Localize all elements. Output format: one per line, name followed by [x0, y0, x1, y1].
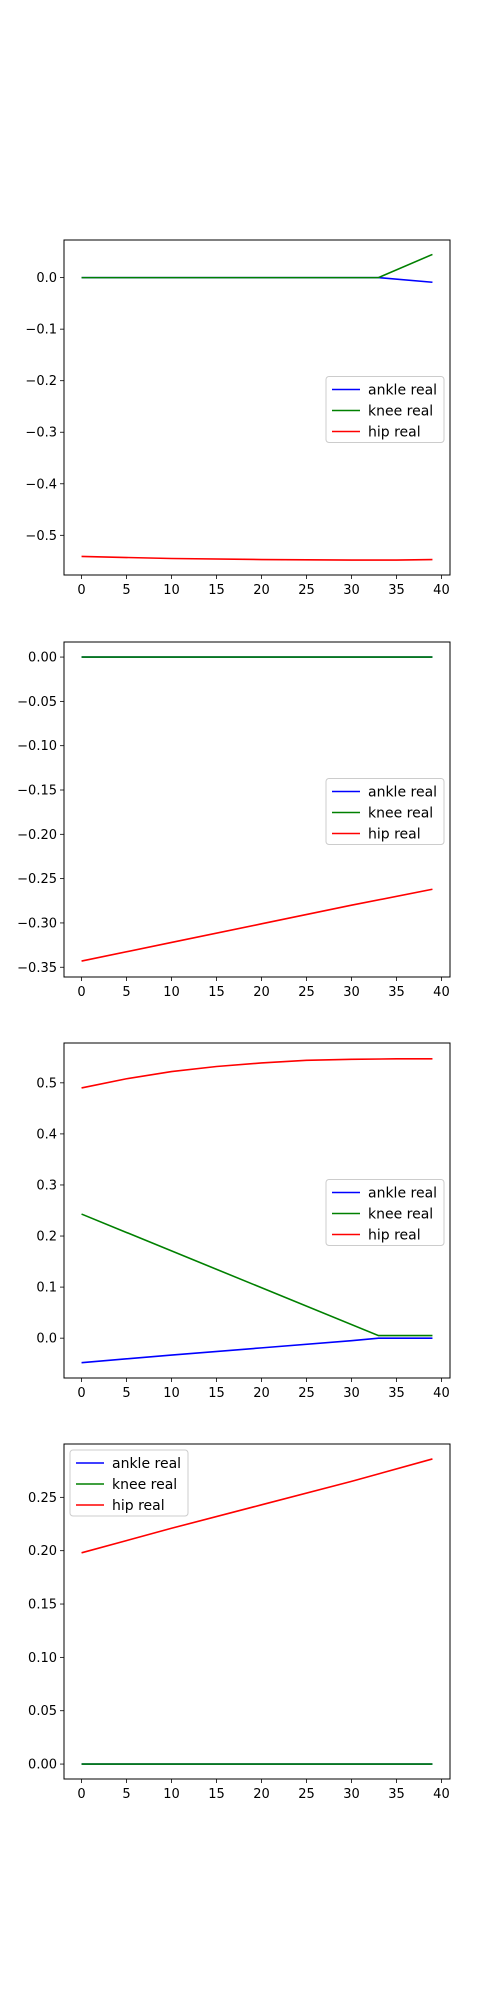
y-tick-label: 0.4 [36, 1127, 57, 1142]
y-tick-label: −0.10 [17, 739, 57, 754]
y-tick-label: −0.30 [17, 916, 57, 931]
axes-frame [63, 239, 451, 576]
legend-box [325, 376, 445, 443]
x-tick-label: 5 [122, 1787, 130, 1802]
y-tick-label: 0.25 [28, 1491, 57, 1506]
x-tick-label: 10 [163, 985, 180, 1000]
series-line-hip-real [81, 1458, 433, 1554]
legend-box [325, 1179, 445, 1246]
legend-label: knee real [368, 404, 433, 420]
legend-label: ankle real [112, 1456, 181, 1472]
y-tick-label: −0.2 [25, 374, 57, 389]
y-tick-label: 0.20 [28, 1544, 57, 1559]
x-tick-label: 25 [298, 985, 315, 1000]
x-tick-label: 40 [433, 1386, 450, 1401]
x-tick-label: 15 [208, 583, 225, 598]
chart-panel-2: 0 5 10 15 20 25 30 35 40 0.00 −0.05 −0.10 −0.15 −0.20… [17, 641, 451, 1000]
axes-frame [63, 1443, 451, 1780]
legend: ankle real knee real hip real [325, 1179, 445, 1246]
x-tick-label: 10 [163, 1386, 180, 1401]
x-tick-label: 40 [433, 985, 450, 1000]
legend-label: knee real [368, 806, 433, 822]
y-tick-label: 0.0 [36, 1332, 57, 1347]
chart-panel-1: 0 5 10 15 20 25 30 35 40 0.0 −0.1 −0.2 −0.3 −0.4 −0.5 a… [25, 239, 451, 598]
x-tick-label: 0 [77, 1787, 85, 1802]
x-tick-label: 30 [343, 1787, 360, 1802]
legend-label: hip real [368, 1228, 421, 1244]
legend-label: ankle real [368, 1186, 437, 1202]
x-tick-label: 25 [298, 583, 315, 598]
legend-label: ankle real [368, 785, 437, 801]
series-line-hip-real [81, 1058, 433, 1089]
legend-box [325, 778, 445, 845]
x-tick-label: 35 [388, 1386, 405, 1401]
y-tick-label: −0.20 [17, 828, 57, 843]
x-tick-label: 20 [253, 1787, 270, 1802]
legend-label: knee real [112, 1477, 177, 1493]
x-tick-label: 35 [388, 583, 405, 598]
y-tick-label: −0.05 [17, 695, 57, 710]
legend-label: knee real [368, 1207, 433, 1223]
x-tick-label: 5 [122, 985, 130, 1000]
x-tick-label: 5 [122, 1386, 130, 1401]
x-tick-label: 20 [253, 985, 270, 1000]
x-tick-label: 20 [253, 1386, 270, 1401]
y-tick-label: 0.0 [36, 271, 57, 286]
legend-label: hip real [368, 425, 421, 441]
x-tick-label: 20 [253, 583, 270, 598]
x-tick-label: 10 [163, 583, 180, 598]
x-tick-label: 0 [77, 583, 85, 598]
x-tick-label: 15 [208, 1787, 225, 1802]
chart-panel-4: 0 5 10 15 20 25 30 35 40 0.00 0.05 0.10 0.15 0.20 0.25… [28, 1443, 451, 1802]
x-tick-label: 30 [343, 583, 360, 598]
y-tick-label: −0.4 [25, 477, 57, 492]
y-tick-label: 0.2 [36, 1230, 57, 1245]
x-tick-label: 0 [77, 985, 85, 1000]
y-tick-label: 0.15 [28, 1598, 57, 1613]
x-tick-label: 0 [77, 1386, 85, 1401]
x-tick-label: 40 [433, 1787, 450, 1802]
x-tick-label: 40 [433, 583, 450, 598]
x-tick-label: 15 [208, 1386, 225, 1401]
series-line-hip-real [81, 555, 433, 561]
legend: ankle real knee real hip real [69, 1449, 189, 1517]
axes-frame [63, 641, 451, 978]
x-tick-label: 15 [208, 985, 225, 1000]
y-tick-label: 0.05 [28, 1704, 57, 1719]
series-line-knee-real [81, 253, 433, 279]
y-tick-label: −0.5 [25, 529, 57, 544]
y-tick-label: −0.1 [25, 323, 57, 338]
y-tick-label: 0.5 [36, 1076, 57, 1091]
x-tick-label: 25 [298, 1386, 315, 1401]
legend: ankle real knee real hip real [325, 376, 445, 443]
series-line-hip-real [81, 888, 433, 962]
y-tick-label: −0.35 [17, 961, 57, 976]
chart-panel-3: 0 5 10 15 20 25 30 35 40 0.0 0.1 0.2 0.3 0.4 0.5 ankle … [36, 1042, 451, 1401]
x-tick-label: 30 [343, 985, 360, 1000]
x-tick-label: 5 [122, 583, 130, 598]
y-tick-label: 0.00 [28, 1758, 57, 1773]
legend: ankle real knee real hip real [325, 778, 445, 845]
y-tick-label: −0.3 [25, 426, 57, 441]
axes-frame [63, 1042, 451, 1379]
y-tick-label: 0.1 [36, 1281, 57, 1296]
y-tick-label: −0.25 [17, 872, 57, 887]
series-line-ankle-real [81, 1337, 433, 1364]
legend-label: hip real [368, 827, 421, 843]
y-tick-label: 0.10 [28, 1651, 57, 1666]
y-tick-label: 0.3 [36, 1178, 57, 1193]
y-tick-label: −0.15 [17, 784, 57, 799]
x-tick-label: 35 [388, 985, 405, 1000]
legend-label: ankle real [368, 383, 437, 399]
y-tick-label: 0.00 [28, 651, 57, 666]
x-tick-label: 10 [163, 1787, 180, 1802]
series-line-knee-real [81, 1213, 433, 1337]
x-tick-label: 25 [298, 1787, 315, 1802]
x-tick-label: 35 [388, 1787, 405, 1802]
legend-label: hip real [112, 1498, 165, 1514]
legend-box [69, 1449, 189, 1517]
x-tick-label: 30 [343, 1386, 360, 1401]
